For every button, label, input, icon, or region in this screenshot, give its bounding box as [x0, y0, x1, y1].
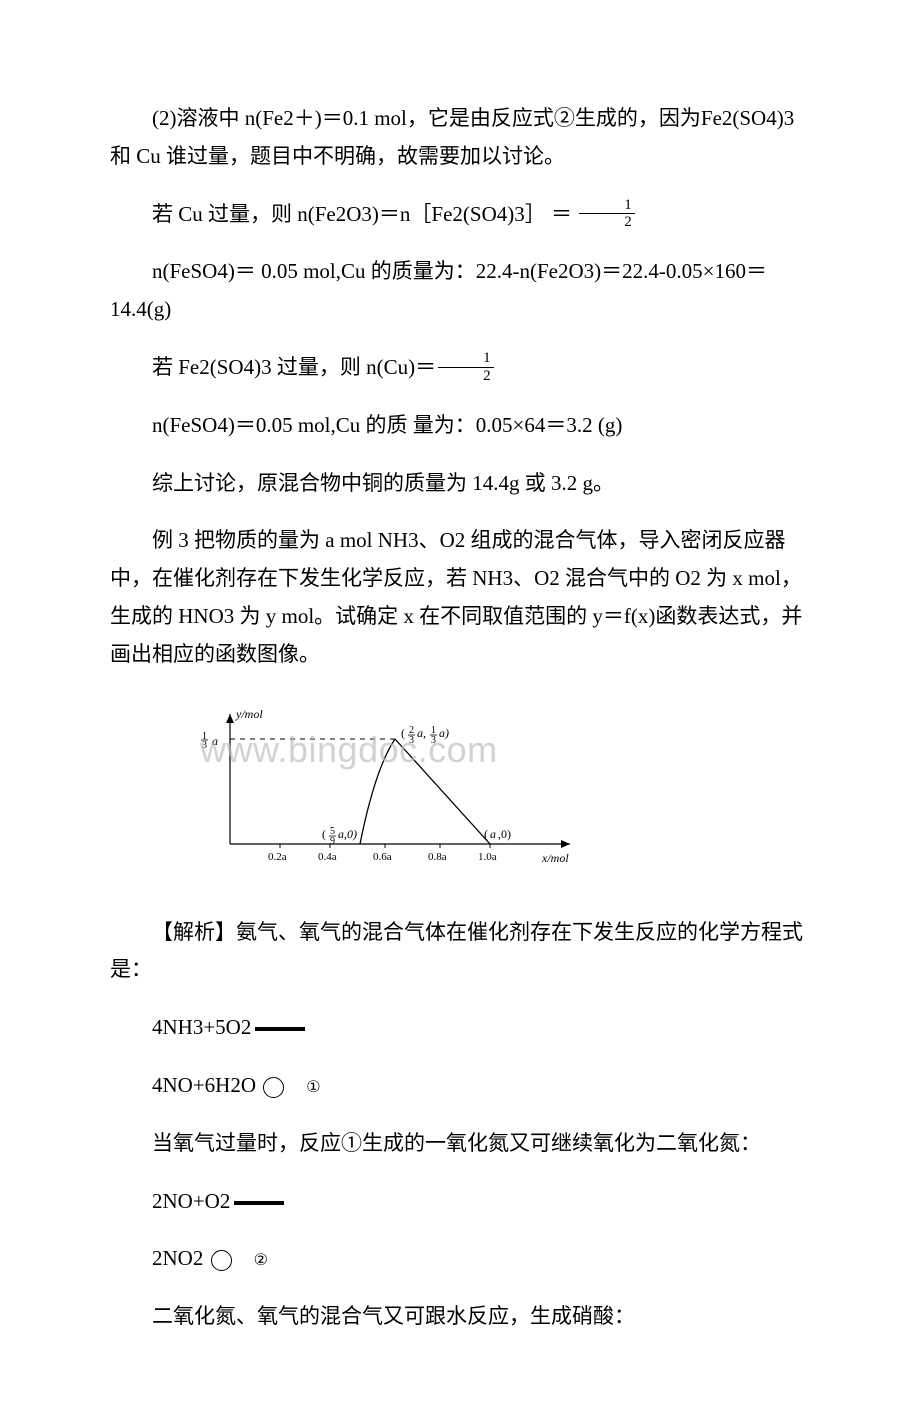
equals-long-icon — [255, 1027, 305, 1031]
equation-2-left: 2NO+O2 — [110, 1183, 810, 1221]
paragraph-4: 若 Fe2(SO4)3 过量，则 n(Cu)＝12 — [110, 349, 810, 387]
svg-text:0.8a: 0.8a — [428, 851, 447, 863]
svg-text:x/mol: x/mol — [541, 851, 569, 865]
fraction-half-2: 12 — [438, 350, 494, 384]
paragraph-9: 当氧气过量时，反应①生成的一氧化氮又可继续氧化为二氧化氮： — [110, 1125, 810, 1163]
text: 2NO2 — [152, 1246, 209, 1270]
text: n(FeSO4)＝ 0.05 mol,Cu 的质量为：22.4-n(Fe2O3)… — [110, 259, 767, 321]
svg-text:3: 3 — [409, 735, 414, 746]
svg-text:(: ( — [484, 827, 488, 841]
function-graph: www.bingdoc.com y/molx/mol13a0.2a0.4a0.6… — [170, 694, 630, 894]
svg-text:0.6a: 0.6a — [373, 851, 392, 863]
text: 综上讨论，原混合物中铜的质量为 14.4g 或 3.2 g。 — [152, 471, 614, 495]
circled-2: ② — [211, 1250, 232, 1271]
text: 例 3 把物质的量为 a mol NH3、O2 组成的混合气体，导入密闭反应器中… — [110, 528, 802, 665]
text: 若 Cu 过量，则 n(Fe2O3)＝n［Fe2(SO4)3］ ＝ — [152, 202, 577, 226]
equals-long-icon — [234, 1201, 284, 1205]
svg-text:a,0): a,0) — [338, 827, 357, 841]
svg-text:3: 3 — [431, 735, 436, 746]
svg-text:,0): ,0) — [498, 827, 511, 841]
svg-text:0.4a: 0.4a — [318, 851, 337, 863]
paragraph-8: 【解析】氨气、氧气的混合气体在催化剂存在下发生反应的化学方程式是： — [110, 914, 810, 990]
svg-text:y/mol: y/mol — [235, 707, 263, 721]
text: 当氧气过量时，反应①生成的一氧化氮又可继续氧化为二氧化氮： — [152, 1131, 761, 1155]
svg-text:0.2a: 0.2a — [268, 851, 287, 863]
paragraph-6: 综上讨论，原混合物中铜的质量为 14.4g 或 3.2 g。 — [110, 465, 810, 503]
text: 若 Fe2(SO4)3 过量，则 n(Cu)＝ — [152, 355, 436, 379]
svg-text:(: ( — [401, 726, 405, 740]
equation-1-left: 4NH3+5O2 — [110, 1009, 810, 1047]
text: 二氧化氮、氧气的混合气又可跟水反应，生成硝酸： — [152, 1304, 635, 1328]
svg-text:1.0a: 1.0a — [478, 851, 497, 863]
paragraph-1: (2)溶液中 n(Fe2＋)＝0.1 mol，它是由反应式②生成的，因为Fe2(… — [110, 100, 810, 176]
fraction-half-1: 12 — [579, 197, 635, 231]
paragraph-5: n(FeSO4)＝0.05 mol,Cu 的质 量为：0.05×64＝3.2 (… — [110, 407, 810, 445]
svg-text:a: a — [212, 734, 218, 748]
graph-svg: y/molx/mol13a0.2a0.4a0.6a0.8a1.0a(23a,13… — [170, 694, 590, 874]
svg-text:a: a — [490, 827, 496, 841]
text: 【解析】氨气、氧气的混合气体在催化剂存在下发生反应的化学方程式是： — [110, 920, 803, 982]
equation-1-right: 4NO+6H2O ① — [110, 1067, 810, 1105]
circled-1: ① — [263, 1077, 284, 1098]
text: (2)溶液中 n(Fe2＋)＝0.1 mol，它是由反应式②生成的，因为Fe2(… — [110, 106, 794, 168]
paragraph-7: 例 3 把物质的量为 a mol NH3、O2 组成的混合气体，导入密闭反应器中… — [110, 522, 810, 673]
svg-text:9: 9 — [330, 836, 335, 847]
text: 4NH3+5O2 — [152, 1015, 251, 1039]
svg-text:13: 13 — [202, 731, 207, 751]
equation-2-right: 2NO2 ② — [110, 1240, 810, 1278]
paragraph-3: n(FeSO4)＝ 0.05 mol,Cu 的质量为：22.4-n(Fe2O3)… — [110, 253, 810, 329]
svg-text:(: ( — [322, 827, 326, 841]
text: 4NO+6H2O — [152, 1073, 261, 1097]
paragraph-2: 若 Cu 过量，则 n(Fe2O3)＝n［Fe2(SO4)3］ ＝ 12 — [110, 196, 810, 234]
svg-text:a,: a, — [417, 726, 426, 740]
svg-text:a): a) — [439, 726, 449, 740]
text: n(FeSO4)＝0.05 mol,Cu 的质 量为：0.05×64＝3.2 (… — [152, 413, 622, 437]
text: 2NO+O2 — [152, 1189, 230, 1213]
paragraph-10: 二氧化氮、氧气的混合气又可跟水反应，生成硝酸： — [110, 1298, 810, 1336]
